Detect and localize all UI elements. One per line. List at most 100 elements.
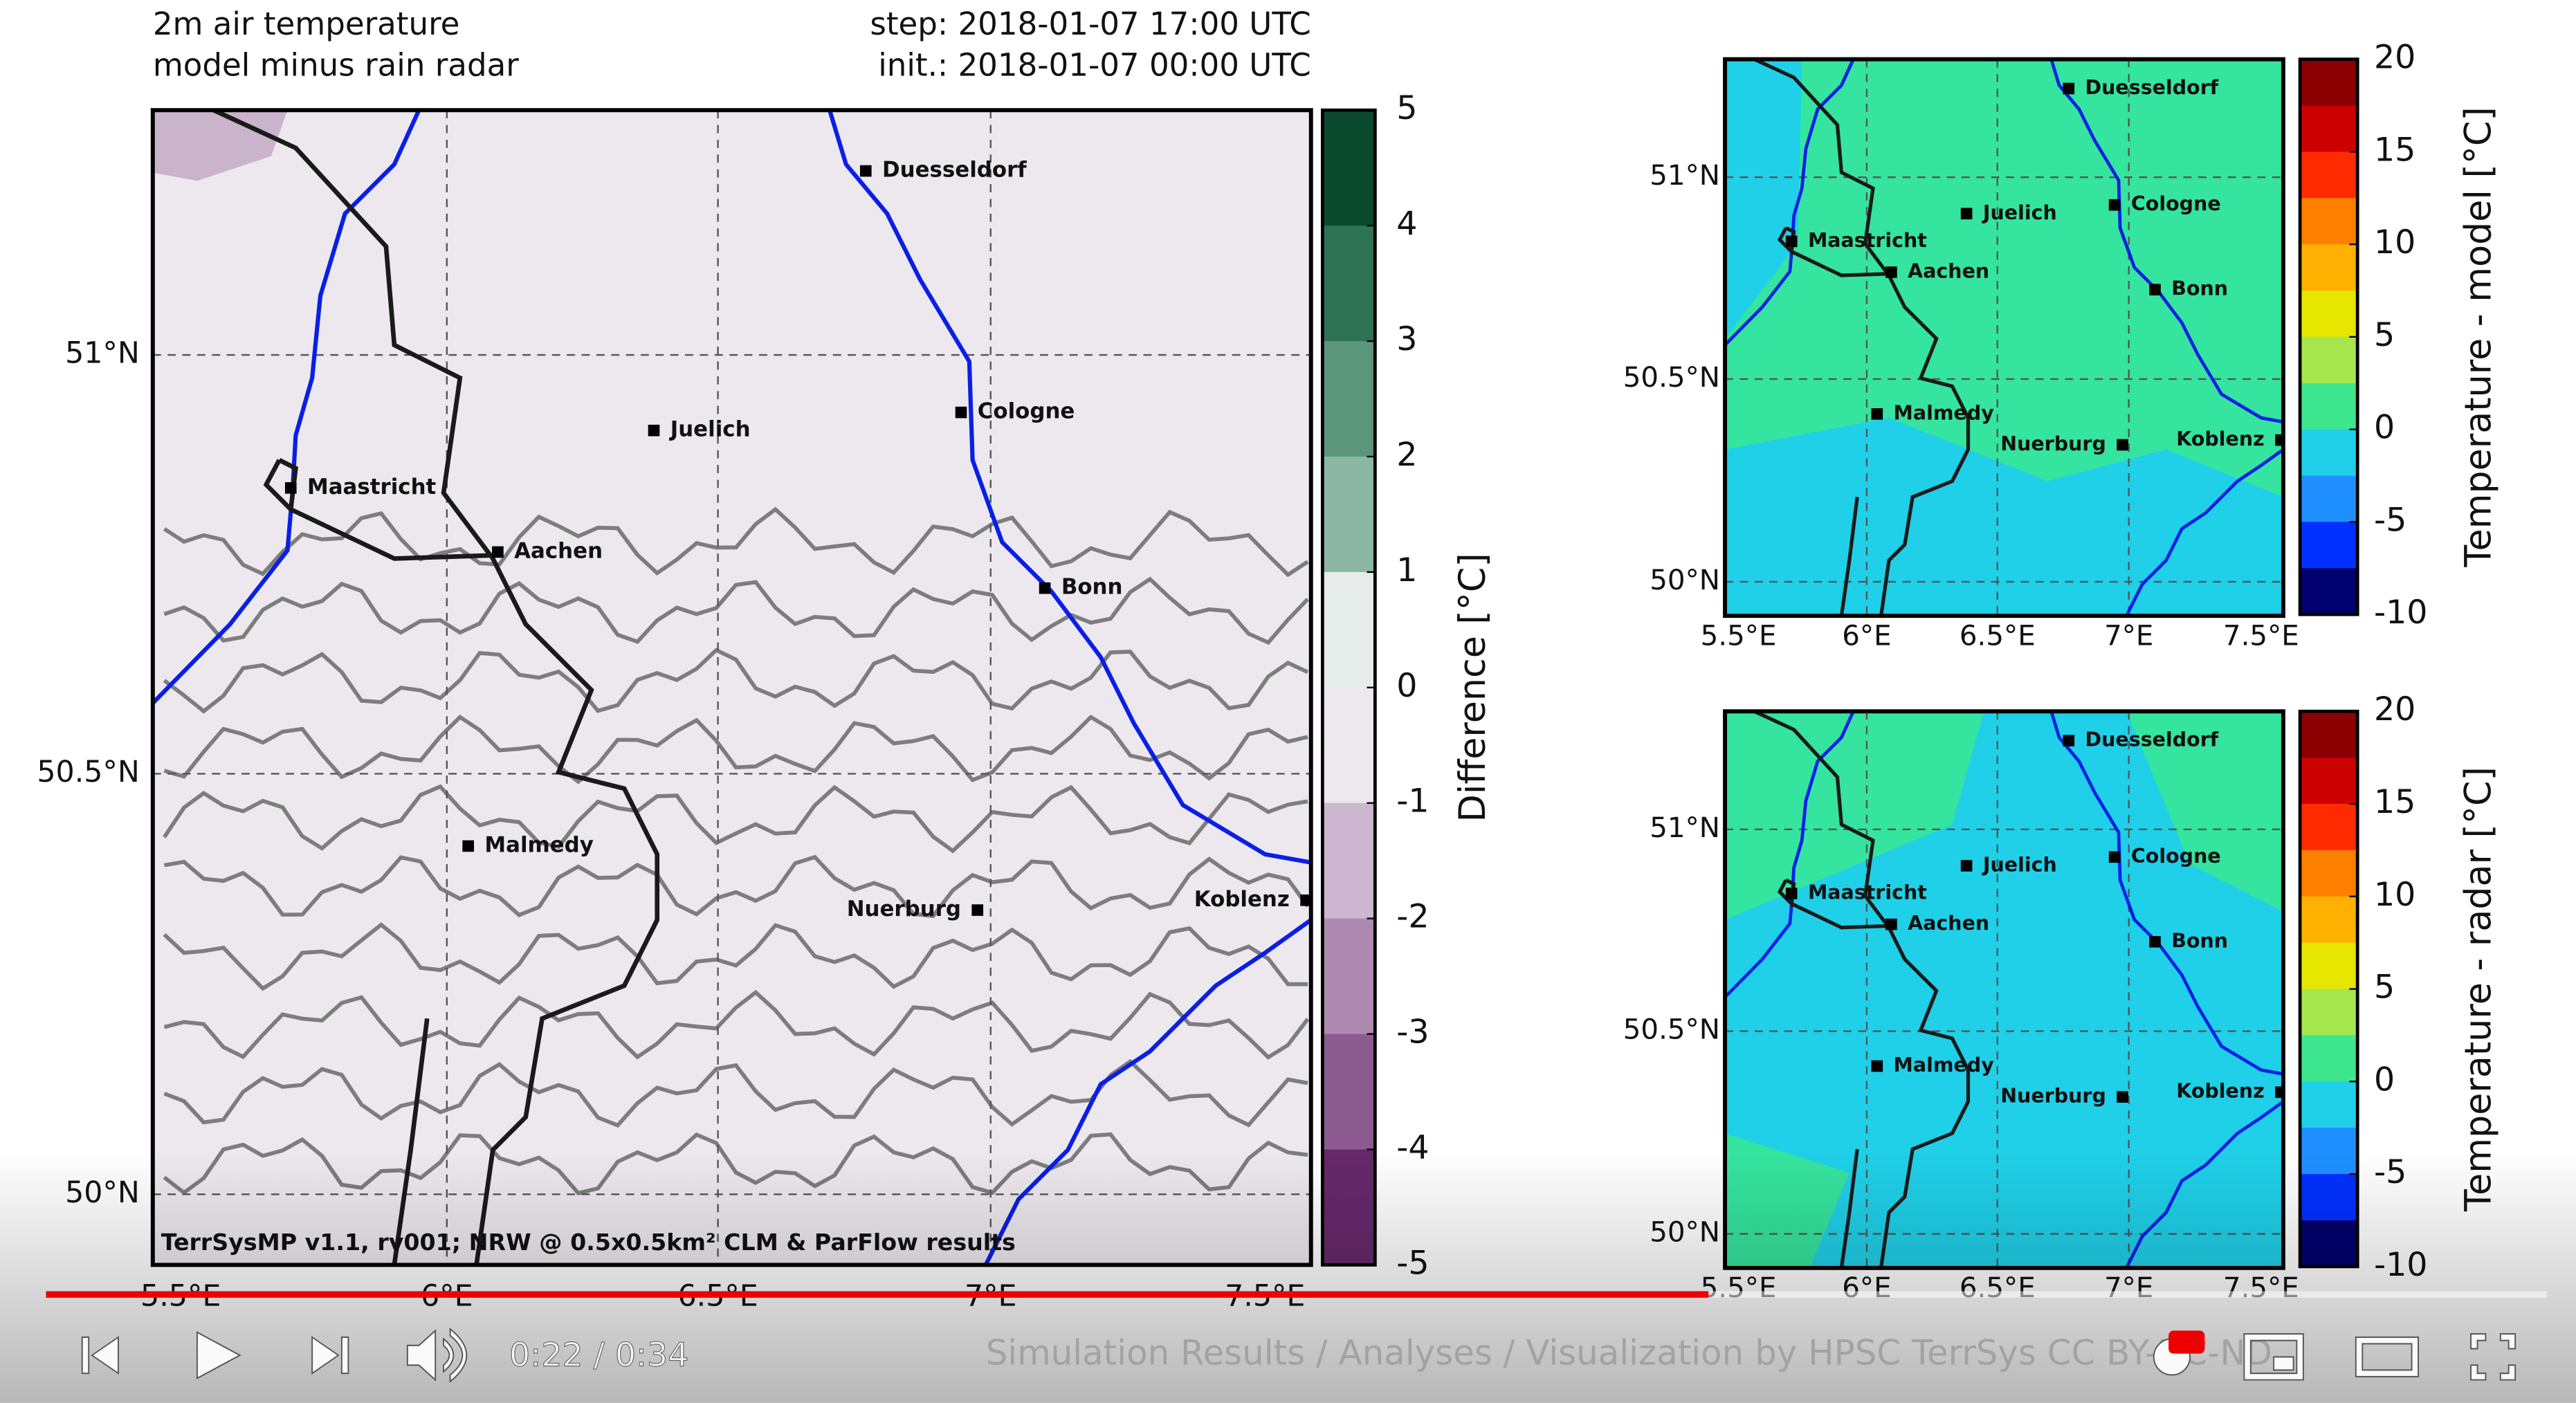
field-patch (1725, 711, 1984, 920)
colorbar-segment (1322, 341, 1376, 458)
river (152, 110, 421, 705)
player-controls: 0:22 / 0:34 Simulation Results / Analyses… (46, 1291, 2547, 1383)
colorbar-tick-label: 20 (2374, 690, 2415, 728)
terrain-contour (163, 576, 1310, 645)
colorbar-segment (2300, 1035, 2358, 1083)
colorbar-tick-label: 0 (2374, 409, 2395, 447)
colorbar-segment (2300, 711, 2358, 759)
colorbar-segment (2300, 336, 2358, 384)
step-label: step: 2018-01-07 17:00 UTC (870, 6, 1310, 42)
colorbar-tick-label: 5 (1396, 89, 1417, 127)
fullscreen-button[interactable] (2470, 1333, 2516, 1381)
colorbar-tick-label: 0 (1396, 667, 1417, 705)
city-label: Cologne (2131, 845, 2221, 868)
city-label: Bonn (1061, 575, 1123, 600)
colorbar-segment (1322, 803, 1376, 919)
colorbar-segment (2300, 942, 2358, 990)
field-patch (1725, 59, 1802, 339)
city-label: Cologne (2131, 192, 2221, 215)
colorbar-segment (1322, 687, 1376, 804)
colorbar-tick-label: 15 (2374, 131, 2415, 169)
hd-badge (2168, 1330, 2205, 1354)
map-frame (1723, 57, 2285, 618)
colorbar-segment (2300, 989, 2358, 1036)
field-patch (2126, 711, 2283, 912)
previous-button[interactable] (81, 1336, 119, 1375)
city-marker (492, 546, 504, 558)
city-marker (971, 904, 984, 916)
city-label: Duesseldorf (882, 158, 1027, 183)
colorbar-tick-label: 5 (2374, 969, 2395, 1007)
terrain-contour (163, 506, 1309, 578)
city-marker (1885, 266, 1897, 278)
map-body: Duesseldorf Juelich Cologne Maastricht Aache… (152, 110, 1311, 1265)
border (289, 507, 493, 561)
colorbar-segment (1322, 456, 1376, 574)
colorbar-segment (2300, 152, 2358, 199)
main-title: 2m air temperature (153, 6, 460, 42)
border (1839, 497, 1859, 616)
volume-button[interactable] (406, 1328, 468, 1383)
river (2125, 448, 2283, 616)
city-label: Duesseldorf (2085, 728, 2219, 751)
theater-button[interactable] (2355, 1336, 2420, 1377)
city-label: Bonn (2171, 929, 2228, 952)
colorbar-tick-label: 3 (1396, 320, 1417, 358)
lon-label: 7.5°E (2223, 619, 2299, 652)
map-body: Duesseldorf Juelich Cologne Maastricht Aache… (1725, 59, 2283, 616)
watermark: Simulation Results / Analyses / Visualiz… (986, 1332, 2272, 1373)
city-label: Koblenz (1194, 887, 1290, 912)
colorbar-segment (1322, 226, 1376, 342)
colorbar-tick-label: 15 (2374, 783, 2415, 821)
city-marker (2275, 434, 2283, 446)
city-label: Bonn (2171, 277, 2228, 300)
next-button[interactable] (311, 1336, 349, 1375)
city-label: Maastricht (307, 475, 437, 499)
colorbar-segment (1322, 110, 1376, 227)
city-marker (1785, 888, 1798, 899)
city-marker (955, 406, 967, 419)
colorbar-tick-label: -3 (1396, 1014, 1429, 1052)
city-marker (1785, 235, 1798, 248)
colorbar-tick-label: 2 (1396, 436, 1417, 474)
city-label: Duesseldorf (2085, 76, 2219, 99)
colorbar-segment (2300, 383, 2358, 430)
border (1753, 59, 1971, 616)
lat-label: 51°N (65, 336, 140, 371)
colorbar-tick-label: 10 (2374, 223, 2415, 262)
river (1725, 59, 1855, 347)
field-patch (1725, 417, 2283, 616)
colorbar-segment (2300, 522, 2358, 569)
city-marker (2108, 199, 2121, 211)
colorbar-segment (2300, 59, 2358, 107)
city-marker (1039, 582, 1051, 594)
miniplayer-button[interactable] (2243, 1333, 2304, 1381)
play-button[interactable] (196, 1331, 241, 1379)
city-marker (2063, 735, 2075, 746)
colorbar-segment (1322, 571, 1376, 689)
river (2049, 59, 2283, 424)
map-panel: Duesseldorf Juelich Cologne Maastricht Aache… (1623, 39, 2500, 652)
terrain-contour (163, 714, 1308, 785)
city-marker (1885, 918, 1897, 930)
border (212, 110, 660, 1265)
terrain-contour (163, 648, 1309, 714)
city-marker (1300, 894, 1311, 906)
colorbar-tick-label: 20 (2374, 39, 2415, 77)
lat-label: 51°N (1650, 811, 1720, 844)
lon-label: 6.5°E (1960, 619, 2036, 652)
colorbar-segment (2300, 291, 2358, 338)
colorbar-segment (2300, 244, 2358, 292)
city-label: Malmedy (1894, 1054, 1995, 1076)
terrain-contour (163, 922, 1308, 991)
border (1777, 226, 1796, 256)
lon-label: 6°E (1842, 619, 1891, 652)
colorbar-segment (2300, 896, 2358, 944)
city-marker (2117, 1091, 2128, 1103)
colorbar-segment (2300, 105, 2358, 153)
city-marker (1871, 1060, 1883, 1072)
colorbar-tick-label: -10 (2374, 594, 2428, 632)
colorbar-segment (2300, 850, 2358, 897)
